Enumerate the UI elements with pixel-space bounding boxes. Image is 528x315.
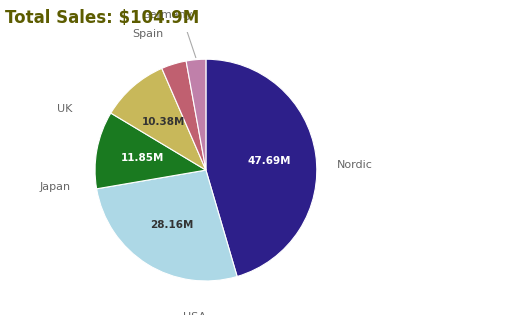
Text: 28.16M: 28.16M — [150, 220, 194, 230]
Wedge shape — [95, 113, 206, 189]
Text: Japan: Japan — [40, 182, 71, 192]
Wedge shape — [162, 61, 206, 170]
Wedge shape — [206, 59, 317, 277]
Wedge shape — [111, 68, 206, 170]
Text: USA: USA — [183, 312, 206, 315]
Wedge shape — [97, 170, 237, 281]
Text: 11.85M: 11.85M — [121, 153, 164, 163]
Text: 47.69M: 47.69M — [248, 156, 291, 166]
Text: 10.38M: 10.38M — [142, 117, 185, 127]
Wedge shape — [186, 59, 206, 170]
Text: Germany: Germany — [141, 10, 193, 20]
Text: Total Sales: $104.9M: Total Sales: $104.9M — [5, 9, 200, 27]
Text: UK: UK — [58, 104, 73, 114]
Text: Nordic: Nordic — [337, 160, 373, 169]
Text: Spain: Spain — [133, 29, 164, 39]
